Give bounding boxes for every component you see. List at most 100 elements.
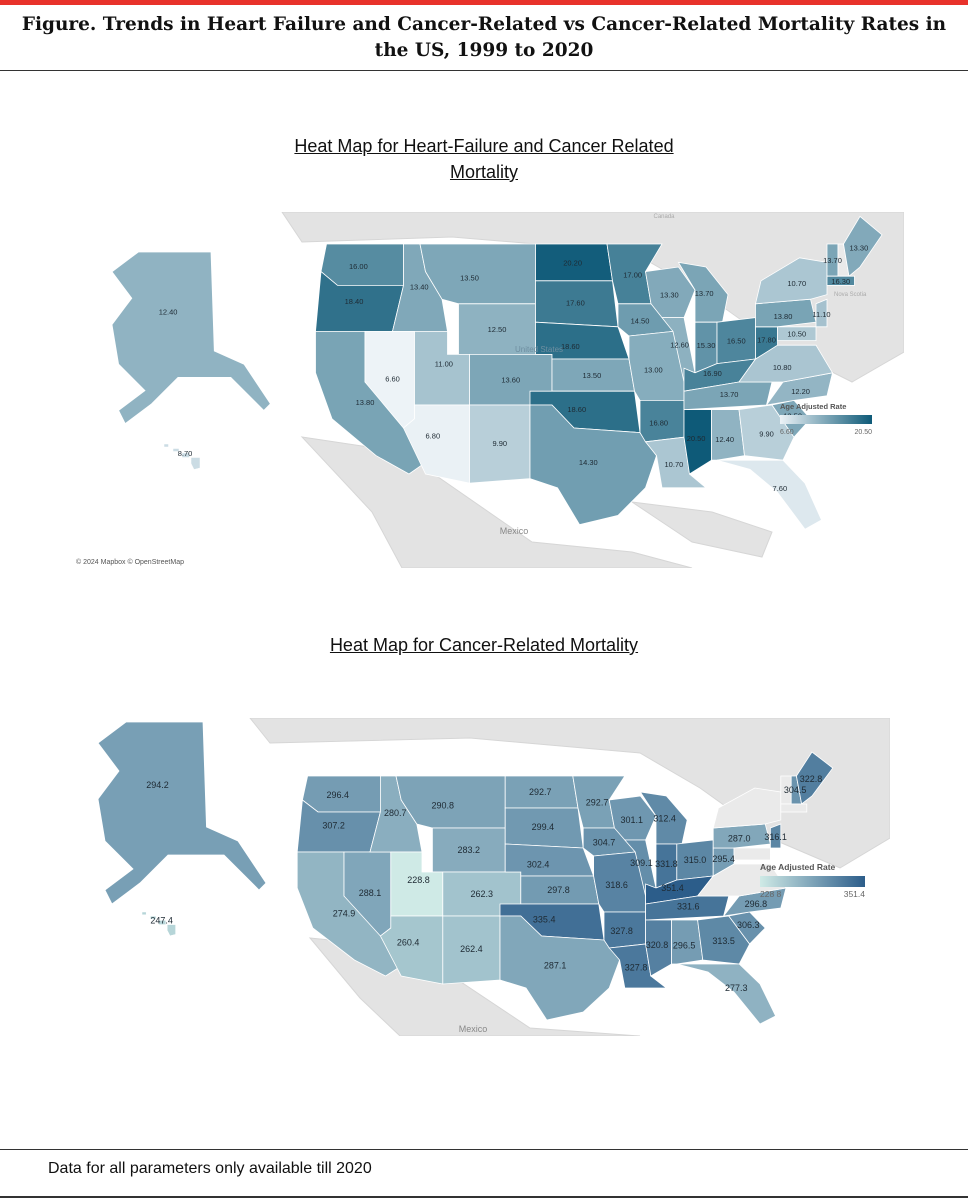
state-value-label: 6.60 — [385, 374, 400, 383]
state-value-label: 18.40 — [345, 297, 364, 306]
state-value-label: 287.0 — [728, 833, 751, 843]
cancer-map[interactable]: 296.4 307.2 274.9 288.1 280.7 290.8 283.2 228.8… — [80, 718, 890, 1036]
state-value-label: 16.50 — [727, 337, 746, 346]
state-va[interactable] — [738, 344, 834, 383]
map-svg[interactable]: 296.4 307.2 274.9 288.1 280.7 290.8 283.2 228.8… — [80, 718, 890, 1036]
state-value-label: 315.0 — [684, 855, 707, 865]
state-value-label: 351.4 — [661, 883, 684, 893]
state-value-label: 13.80 — [356, 398, 375, 407]
state-tn[interactable] — [683, 381, 773, 411]
state-value-label: 313.5 — [712, 936, 735, 946]
state-value-label: 304.5 — [784, 785, 807, 795]
state-value-label: 262.3 — [471, 889, 494, 899]
state-value-label: 7.60 — [773, 484, 788, 493]
state-value-label: 11.00 — [435, 360, 453, 369]
state-value-label: 296.8 — [745, 899, 768, 909]
state-value-label: 10.70 — [787, 279, 806, 288]
state-value-label: 295.4 — [712, 854, 735, 864]
state-value-label: 17.80 — [757, 335, 776, 344]
state-value-label: 296.5 — [673, 941, 696, 951]
state-nj[interactable] — [815, 298, 828, 328]
state-value-label: 312.4 — [653, 814, 676, 824]
state-al[interactable] — [671, 919, 704, 965]
state-value-label: 13.80 — [774, 312, 793, 321]
state-value-label: 13.70 — [695, 289, 714, 298]
state-hi-island[interactable] — [158, 920, 167, 925]
state-ga[interactable] — [697, 915, 751, 965]
state-value-label: 302.4 — [527, 860, 550, 870]
state-value-label: 12.40 — [159, 307, 178, 316]
state-value-label: 262.4 — [460, 944, 483, 954]
state-value-label: 247.4 — [150, 915, 173, 925]
state-fl[interactable] — [716, 459, 823, 530]
state-value-label: 13.30 — [850, 244, 869, 253]
state-value-label: 9.90 — [759, 430, 774, 439]
state-ak[interactable] — [97, 721, 267, 905]
state-value-label: 13.50 — [582, 371, 601, 380]
map2-title: Heat Map for Cancer-Related Mortality — [234, 632, 734, 658]
map1-title: Heat Map for Heart-Failure and Cancer Re… — [234, 133, 734, 185]
state-ms[interactable] — [683, 409, 712, 475]
state-value-label: 290.8 — [432, 800, 455, 810]
state-hi-island[interactable] — [181, 452, 190, 458]
label-united-states: United States — [515, 345, 563, 354]
state-md[interactable] — [777, 326, 817, 342]
state-nc[interactable] — [765, 372, 834, 406]
state-value-label: 228.8 — [407, 875, 430, 885]
state-value-label: 335.4 — [533, 914, 556, 924]
state-value-label: 6.80 — [426, 432, 441, 441]
land-mass — [281, 212, 904, 383]
state-hi-island[interactable] — [190, 457, 201, 470]
label-mexico: Mexico — [459, 1024, 488, 1034]
state-value-label: 12.60 — [670, 340, 689, 349]
state-va[interactable] — [696, 863, 787, 897]
state-hi-island[interactable] — [172, 448, 180, 452]
state-value-label: 12.20 — [791, 387, 810, 396]
state-value-label: 11.10 — [812, 310, 830, 319]
state-hi-island[interactable] — [141, 911, 147, 916]
heart-failure-cancer-map[interactable]: 16.00 18.40 13.80 6.60 13.40 13.50 12.50 11.00 1… — [72, 212, 904, 568]
state-value-label: 294.2 — [146, 780, 169, 790]
map-credit: © 2024 Mapbox © OpenStreetMap — [76, 558, 184, 566]
state-value-label: 287.1 — [544, 961, 567, 971]
state-ma[interactable] — [826, 275, 855, 286]
state-hi-island[interactable] — [150, 915, 157, 920]
legend-title: Age Adjusted Rate — [780, 402, 846, 411]
state-value-label: 297.8 — [547, 885, 570, 895]
state-tn[interactable] — [645, 895, 730, 921]
state-nc[interactable] — [722, 887, 787, 917]
state-value-label: 18.60 — [567, 405, 586, 414]
state-ny[interactable] — [754, 257, 828, 305]
state-value-label: 13.50 — [460, 274, 479, 283]
accent-bar — [0, 0, 968, 5]
state-value-label: 13.70 — [720, 390, 739, 399]
state-me[interactable] — [843, 215, 883, 277]
legend-title: Age Adjusted Rate — [760, 862, 836, 872]
state-ny[interactable] — [712, 787, 782, 829]
state-hi-island[interactable] — [163, 443, 169, 448]
map-svg[interactable]: 16.00 18.40 13.80 6.60 13.40 13.50 12.50 11.00 1… — [72, 212, 904, 568]
map2-title-line1: Heat Map for Cancer-Related Mortality — [329, 635, 639, 655]
legend-min-label: 228 8 — [760, 889, 782, 899]
state-value-label: 12.40 — [715, 435, 734, 444]
state-value-label: 320.8 — [646, 940, 669, 950]
state-value-label: 301.1 — [620, 815, 643, 825]
state-nj[interactable] — [770, 823, 782, 849]
state-value-label: 14.50 — [631, 316, 650, 325]
state-value-label: 327.8 — [610, 926, 633, 936]
label-nova-scotia: Nova Scotia — [834, 292, 867, 298]
state-value-label: 15.30 — [697, 341, 716, 350]
state-ma[interactable] — [780, 803, 808, 813]
state-value-label: 13.00 — [644, 366, 663, 375]
state-value-label: 16.80 — [649, 418, 668, 427]
state-hi-island[interactable] — [166, 924, 176, 937]
state-me[interactable] — [795, 751, 834, 805]
state-ak[interactable] — [111, 251, 271, 425]
state-al[interactable] — [711, 409, 745, 461]
state-fl[interactable] — [676, 963, 777, 1025]
state-ms[interactable] — [645, 919, 672, 977]
state-tx[interactable] — [529, 404, 657, 526]
state-md[interactable] — [733, 847, 771, 861]
state-tx[interactable] — [499, 915, 621, 1021]
state-value-label: 14.30 — [579, 458, 598, 467]
